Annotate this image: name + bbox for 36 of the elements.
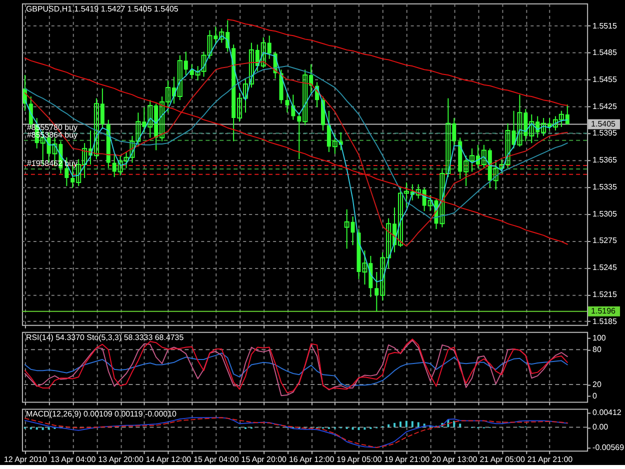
y-tick-label: 20 bbox=[592, 380, 602, 390]
y-tick-label: 1.5455 bbox=[592, 74, 618, 84]
x-tick-label: 21 Apr 05:00 bbox=[480, 455, 526, 464]
x-tick-label: 20 Apr 13:00 bbox=[432, 455, 478, 464]
y-tick-label: 1.5485 bbox=[592, 48, 618, 58]
y-tick-label: 1.5365 bbox=[592, 156, 618, 165]
x-tick-label: 15 Apr 20:00 bbox=[241, 455, 288, 464]
y-tick-label: 100 bbox=[592, 333, 606, 342]
x-tick-label: 15 Apr 04:00 bbox=[194, 455, 240, 464]
y-tick-label: 0 bbox=[592, 392, 598, 401]
x-tick-label: 12 Apr 2010 bbox=[4, 455, 48, 464]
y-tick-label: 1.5425 bbox=[592, 102, 618, 111]
chart-title: MACD(12,26,9) 0.00109 0.00119 -0.00010 bbox=[26, 410, 177, 419]
y-tick-label: 0.00 bbox=[592, 422, 609, 432]
x-tick-label: 14 Apr 12:00 bbox=[146, 455, 192, 464]
x-tick-label: 21 Apr 21:00 bbox=[527, 455, 574, 464]
ref-line-label: 1.5196 bbox=[591, 306, 616, 316]
y-tick-label: 1.5185 bbox=[592, 316, 618, 326]
y-tick-label: 1.5245 bbox=[592, 263, 618, 272]
y-tick-label: 1.5515 bbox=[592, 21, 618, 30]
y-tick-label: 1.5305 bbox=[592, 209, 618, 218]
x-tick-label: 19 Apr 05:00 bbox=[336, 455, 382, 464]
y-tick-label: 80 bbox=[592, 345, 602, 354]
x-tick-label: 13 Apr 20:00 bbox=[98, 455, 144, 464]
x-tick-label: 16 Apr 12:00 bbox=[288, 455, 335, 464]
y-tick-label: 0.00412 bbox=[592, 408, 622, 418]
y-tick-label: 1.5275 bbox=[592, 236, 618, 246]
ref-line-label: 1.5405 bbox=[591, 119, 616, 128]
y-tick-label: 1.5335 bbox=[592, 182, 618, 192]
y-tick-label: -0.00569 bbox=[592, 442, 625, 452]
x-tick-label: 19 Apr 21:00 bbox=[384, 455, 430, 464]
y-tick-label: 1.5395 bbox=[592, 128, 618, 138]
x-tick-label: 13 Apr 04:00 bbox=[50, 455, 96, 464]
chart-title: GBPUSD,H1 1.5419 1.5427 1.5405 1.5405 bbox=[26, 4, 179, 14]
chart-title: RSI(14) 54.3370 Sto(5,3,3) 58.3333 68.4735 bbox=[26, 332, 184, 342]
y-tick-label: 1.5215 bbox=[592, 290, 618, 299]
